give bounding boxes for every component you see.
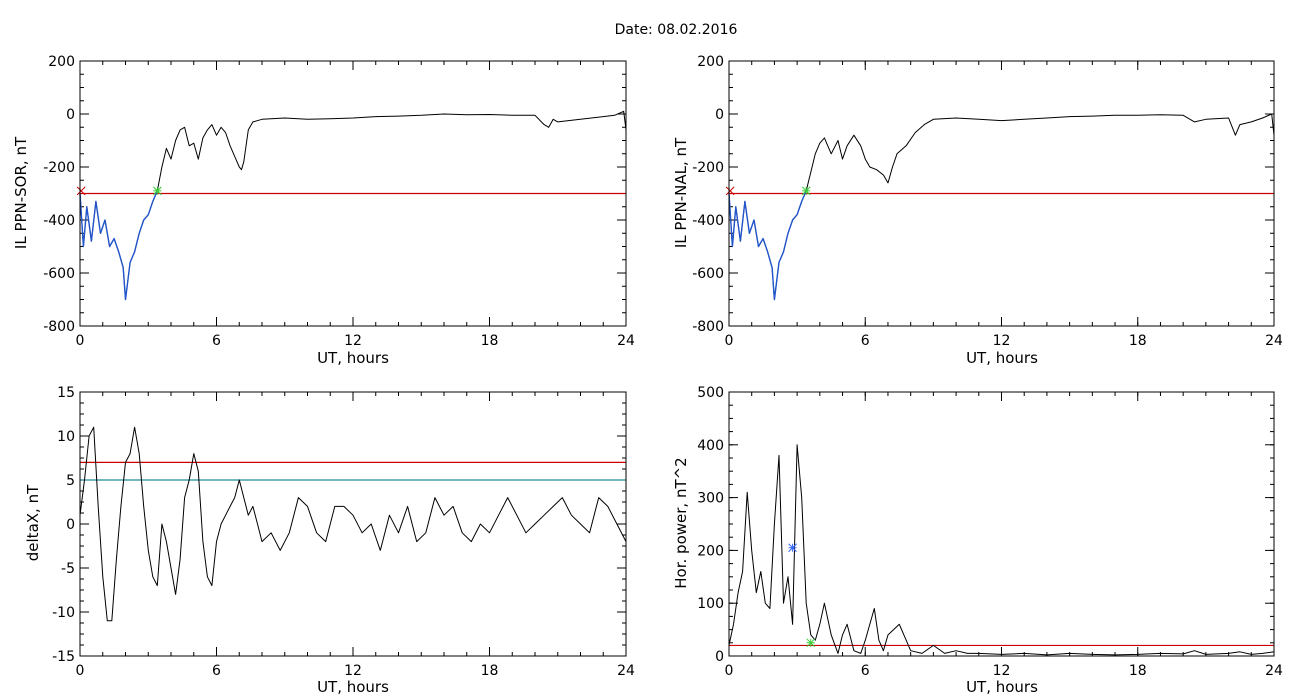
y-tick-label: -15 — [52, 649, 75, 665]
y-axis-title: Hor. power, nT^2 — [672, 457, 690, 588]
panel-il-ppn-sor: IL PPN-SOR, nT UT, hours 0 6 12 18 24 -800 -60… — [12, 54, 635, 367]
y-tick-label: -400 — [692, 213, 724, 229]
series-line — [79, 426, 627, 622]
figure-title: Date: 08.02.2016 — [615, 22, 738, 38]
y-tick-label: 15 — [57, 385, 75, 401]
x-axis-title: UT, hours — [317, 678, 389, 696]
y-tick-label: -800 — [692, 319, 724, 335]
x-tick-label: 6 — [212, 333, 221, 349]
x-tick-label: 18 — [1129, 663, 1147, 679]
series-line — [728, 190, 807, 301]
marker-asterisk — [801, 186, 811, 196]
x-axis-title: UT, hours — [966, 349, 1038, 367]
plot-frame — [79, 60, 627, 327]
y-tick-label: 200 — [48, 54, 75, 70]
plot-frame — [79, 391, 627, 657]
x-tick-label: 12 — [993, 333, 1011, 349]
panel-il-ppn-nal: IL PPN-NAL, nT UT, hours 0 6 12 18 24 -800 -60… — [672, 54, 1283, 367]
marker-asterisk — [788, 543, 797, 553]
y-tick-label: 5 — [66, 473, 75, 489]
y-tick-label: 0 — [66, 517, 75, 533]
y-tick-label: -800 — [43, 319, 75, 335]
y-axis-title: IL PPN-SOR, nT — [12, 136, 30, 249]
y-tick-label: 500 — [697, 385, 724, 401]
y-tick-label: 0 — [715, 649, 724, 665]
x-tick-label: 12 — [344, 663, 362, 679]
x-tick-label: 0 — [725, 663, 734, 679]
x-tick-label: 18 — [481, 333, 499, 349]
y-tick-label: 200 — [697, 543, 724, 559]
y-tick-label: 0 — [66, 107, 75, 123]
series-line — [728, 444, 1275, 656]
y-tick-label: 10 — [57, 429, 75, 445]
plot-frame — [728, 391, 1275, 657]
x-tick-label: 24 — [1265, 333, 1283, 349]
y-tick-label: -5 — [61, 561, 75, 577]
y-tick-label: -200 — [692, 160, 724, 176]
x-tick-label: 6 — [861, 333, 870, 349]
y-tick-label: -200 — [43, 160, 75, 176]
y-tick-label: -600 — [692, 266, 724, 282]
y-tick-label: -10 — [52, 605, 75, 621]
y-tick-label: 300 — [697, 491, 724, 507]
marker-x — [76, 186, 86, 196]
panel-deltax: deltaX, nT UT, hours 0 6 12 18 24 -15 -10 -5 0 5 1… — [24, 385, 635, 696]
y-tick-label: -400 — [43, 213, 75, 229]
marker-x — [725, 186, 735, 196]
y-tick-label: 200 — [697, 54, 724, 70]
marker-asterisk — [806, 638, 816, 648]
y-tick-label: 400 — [697, 438, 724, 454]
x-tick-label: 0 — [76, 333, 85, 349]
x-tick-label: 0 — [725, 333, 734, 349]
x-tick-label: 6 — [212, 663, 221, 679]
series-line — [728, 113, 1275, 300]
plot-frame — [728, 60, 1275, 327]
x-tick-label: 12 — [344, 333, 362, 349]
y-tick-label: -600 — [43, 266, 75, 282]
y-tick-label: 100 — [697, 596, 724, 612]
x-tick-label: 24 — [617, 663, 635, 679]
y-axis-title: IL PPN-NAL, nT — [672, 137, 690, 248]
y-axis-title: deltaX, nT — [24, 484, 42, 561]
series-line — [79, 190, 158, 301]
x-axis-title: UT, hours — [317, 349, 389, 367]
x-tick-label: 18 — [481, 663, 499, 679]
panel-hor-power: Hor. power, nT^2 UT, hours 0 6 12 18 24 0 100 2… — [672, 385, 1283, 696]
x-tick-label: 6 — [861, 663, 870, 679]
marker-asterisk — [152, 186, 162, 196]
x-tick-label: 24 — [617, 333, 635, 349]
y-tick-label: 0 — [715, 107, 724, 123]
x-tick-label: 0 — [76, 663, 85, 679]
x-tick-label: 24 — [1265, 663, 1283, 679]
x-tick-label: 12 — [993, 663, 1011, 679]
x-tick-label: 18 — [1129, 333, 1147, 349]
series-line — [79, 110, 627, 300]
x-axis-title: UT, hours — [966, 678, 1038, 696]
